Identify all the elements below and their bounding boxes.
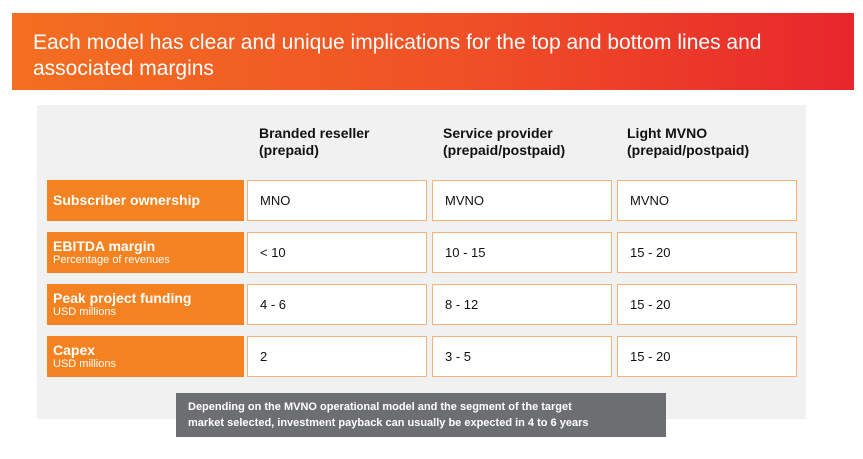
column-header-line: (prepaid/postpaid) bbox=[627, 142, 750, 158]
column-header-branded-reseller: Branded reseller (prepaid) bbox=[259, 125, 370, 159]
note-line-1: Depending on the MVNO operational model … bbox=[188, 401, 572, 413]
row-sublabel-text: Percentage of revenues bbox=[53, 253, 170, 266]
row-label-text: Capex bbox=[53, 341, 96, 358]
table-cell: 15 - 20 bbox=[617, 284, 797, 325]
title-line-2: associated margins bbox=[33, 57, 214, 80]
table-cell: MVNO bbox=[617, 180, 797, 221]
row-label-text: Peak project funding bbox=[53, 289, 192, 306]
row-label-text: EBITDA margin bbox=[53, 237, 156, 254]
table-cell: 15 - 20 bbox=[617, 232, 797, 273]
row-label-text: Subscriber ownership bbox=[53, 192, 201, 208]
row-label-ebitda-margin: EBITDA margin Percentage of revenues bbox=[47, 232, 244, 273]
table-cell: MVNO bbox=[432, 180, 612, 221]
note-line-2: market selected, investment payback can … bbox=[188, 417, 589, 429]
table-cell: 15 - 20 bbox=[617, 336, 797, 377]
column-header-line: (prepaid/postpaid) bbox=[443, 142, 566, 158]
table-cell: 2 bbox=[247, 336, 427, 377]
table-cell: 10 - 15 bbox=[432, 232, 612, 273]
title-banner: Each model has clear and unique implicat… bbox=[12, 13, 854, 90]
row-label-peak-project-funding: Peak project funding USD millions bbox=[47, 284, 244, 325]
comparison-table: Branded reseller (prepaid) Service provi… bbox=[37, 105, 806, 419]
title-line-1: Each model has clear and unique implicat… bbox=[33, 31, 762, 54]
column-header-line: (prepaid) bbox=[259, 142, 319, 158]
column-header-line: Service provider bbox=[443, 125, 553, 141]
table-cell: < 10 bbox=[247, 232, 427, 273]
payback-note: Depending on the MVNO operational model … bbox=[176, 393, 666, 437]
column-header-service-provider: Service provider (prepaid/postpaid) bbox=[443, 125, 565, 159]
table-cell: MNO bbox=[247, 180, 427, 221]
row-sublabel-text: USD millions bbox=[53, 305, 116, 318]
row-sublabel-text: USD millions bbox=[53, 357, 116, 370]
column-header-line: Branded reseller bbox=[259, 125, 370, 141]
table-cell: 3 - 5 bbox=[432, 336, 612, 377]
table-cell: 8 - 12 bbox=[432, 284, 612, 325]
table-cell: 4 - 6 bbox=[247, 284, 427, 325]
column-header-line: Light MVNO bbox=[627, 125, 708, 141]
row-label-capex: Capex USD millions bbox=[47, 336, 244, 377]
row-label-subscriber-ownership: Subscriber ownership bbox=[47, 180, 244, 221]
column-header-light-mvno: Light MVNO (prepaid/postpaid) bbox=[627, 125, 749, 159]
